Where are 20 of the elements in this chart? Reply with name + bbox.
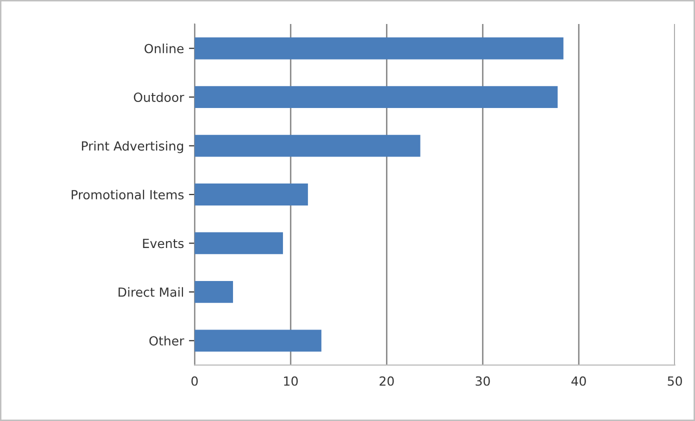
x-tick-label: 20	[380, 376, 394, 386]
y-tick-label: Other	[149, 336, 184, 346]
bar	[194, 134, 420, 157]
x-tick-label: 0	[191, 376, 198, 386]
y-tick-label: Online	[144, 44, 184, 54]
y-tick-label: Outdoor	[134, 92, 184, 102]
x-tick-label: 30	[476, 376, 490, 386]
bar	[194, 37, 564, 60]
bar	[194, 280, 234, 303]
x-tick-label: 40	[571, 376, 586, 386]
x-tick-label: 50	[668, 376, 682, 386]
y-tick-label: Events	[143, 238, 184, 248]
y-tick-label: Direct Mail	[118, 287, 184, 297]
bar	[194, 330, 322, 352]
bar	[194, 232, 283, 254]
bar	[194, 86, 558, 108]
y-tick-label: Print Advertising	[82, 141, 184, 154]
y-tick-label: Promotional Items	[72, 190, 184, 200]
x-tick-label: 10	[284, 376, 298, 386]
bar	[194, 184, 308, 206]
